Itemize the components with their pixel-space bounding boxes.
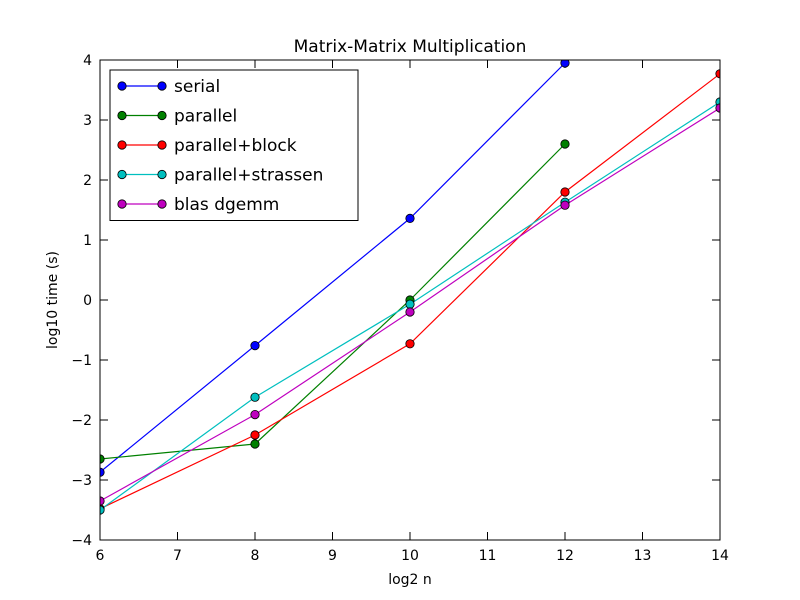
data-point xyxy=(560,187,570,197)
legend-label: parallel+strassen xyxy=(174,166,323,186)
data-point xyxy=(250,392,260,402)
data-point xyxy=(405,213,415,223)
legend-marker xyxy=(117,199,127,209)
x-tick-label: 7 xyxy=(173,548,182,564)
x-tick-label: 12 xyxy=(556,548,574,564)
plot-frame xyxy=(99,59,721,541)
y-axis-label: log10 time (s) xyxy=(45,251,61,349)
y-tick-label: −4 xyxy=(71,533,92,549)
legend-marker xyxy=(117,81,127,91)
data-point xyxy=(560,139,570,149)
legend-label: blas dgemm xyxy=(174,195,279,215)
legend-marker xyxy=(157,110,167,121)
y-tick-label: −2 xyxy=(71,413,92,429)
legend-marker xyxy=(117,140,127,150)
data-layer xyxy=(100,60,720,515)
y-tick-label: 4 xyxy=(83,53,92,69)
x-axis-label: log2 n xyxy=(388,572,432,588)
data-point xyxy=(405,339,415,349)
series-line xyxy=(100,62,566,473)
series-line xyxy=(100,143,566,460)
legend-label: parallel+block xyxy=(174,136,297,156)
y-tick-label: 2 xyxy=(83,173,92,189)
x-tick-label: 14 xyxy=(711,548,729,564)
legend-marker xyxy=(117,169,127,180)
x-tick-label: 8 xyxy=(251,548,260,564)
legend-marker xyxy=(117,110,127,121)
data-point xyxy=(560,200,570,210)
y-tick-label: 3 xyxy=(83,113,92,129)
x-tick-label: 10 xyxy=(401,548,419,564)
x-tick-label: 13 xyxy=(634,548,652,564)
data-point xyxy=(250,340,260,351)
x-tick-label: 11 xyxy=(479,548,497,564)
y-tick-label: 0 xyxy=(83,293,92,309)
y-tick-label: −1 xyxy=(71,353,92,369)
x-tick-label: 9 xyxy=(328,548,337,564)
data-point xyxy=(250,439,260,449)
legend-marker xyxy=(157,81,167,91)
legend-label: serial xyxy=(174,77,220,97)
y-tick-label: −3 xyxy=(71,473,92,489)
chart-title: Matrix-Matrix Multiplication xyxy=(294,37,527,57)
legend-label: parallel xyxy=(174,107,237,127)
data-point xyxy=(560,60,570,68)
data-point xyxy=(250,409,260,420)
y-tick-label: 1 xyxy=(83,233,92,249)
legend-marker xyxy=(157,140,167,150)
x-tick-label: 6 xyxy=(96,548,105,564)
legend: serial parallel parallel+block parallel+str… xyxy=(109,69,359,221)
data-point xyxy=(405,299,415,309)
legend-marker xyxy=(157,169,167,180)
data-point xyxy=(250,430,260,440)
legend-marker xyxy=(157,199,167,209)
data-point xyxy=(405,307,415,317)
